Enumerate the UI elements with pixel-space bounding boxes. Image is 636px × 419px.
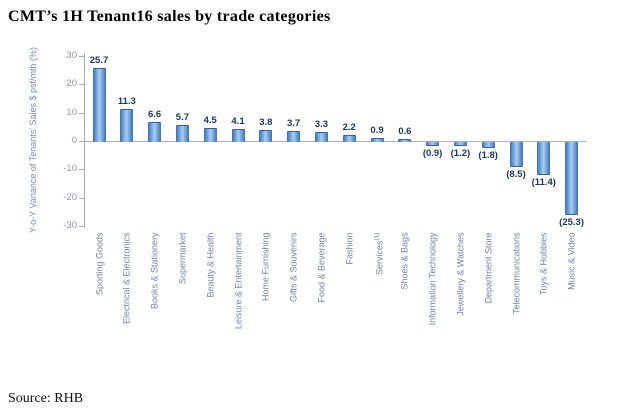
category-label-services: Services(1) xyxy=(373,232,384,275)
bar-value-label-music-video: (25.3) xyxy=(559,216,584,228)
category-label-food-beverage: Food & Beverage xyxy=(316,232,327,303)
bar-music-video xyxy=(565,142,579,215)
category-label-home-furnishing: Home Furnishing xyxy=(260,232,271,301)
category-label-telecommunications: Telecommunications xyxy=(511,232,521,314)
y-axis-tick xyxy=(79,84,84,86)
bar-information-technology xyxy=(426,142,440,146)
category-label-information-technology: Information Technology xyxy=(427,232,438,325)
bar-services xyxy=(370,138,384,142)
y-axis-tick xyxy=(79,56,84,58)
bar-supermarket xyxy=(175,124,189,142)
bar-toys-hobbies xyxy=(537,142,551,176)
category-label-beauty-health: Beauty & Health xyxy=(205,232,216,298)
y-axis-title: Y-o-Y Variance of Tenants' Sales $ psf/m… xyxy=(28,47,38,233)
bar-value-label-telecommunications: (8.5) xyxy=(506,169,526,181)
bar-value-label-home-furnishing: 3.8 xyxy=(259,117,273,129)
bar-electrical-electronics xyxy=(120,109,134,142)
category-label-jewellery-watches: Jewellery & Watches xyxy=(455,232,466,316)
bar-value-label-beauty-health: 4.5 xyxy=(203,115,217,127)
category-label-leisure-entertainment: Leisure & Entertainment xyxy=(233,232,243,329)
bar-fashion xyxy=(342,134,356,142)
bar-sporting-goods xyxy=(92,68,106,142)
y-axis-line xyxy=(84,54,85,227)
bar-gifts-souvenirs xyxy=(287,130,301,142)
bar-value-label-supermarket: 5.7 xyxy=(175,111,189,123)
bar-food-beverage xyxy=(314,131,328,142)
bar-value-label-electrical-electronics: 11.3 xyxy=(117,96,136,108)
bar-department-store xyxy=(481,142,495,149)
category-label-sporting-goods: Sporting Goods xyxy=(94,232,104,295)
y-axis-tick-label: 30 xyxy=(66,50,77,62)
bar-value-label-department-store: (1.8) xyxy=(478,150,498,162)
bar-value-label-information-technology: (0.9) xyxy=(422,147,443,159)
y-axis-tick xyxy=(79,112,84,114)
bar-jewellery-watches xyxy=(453,142,467,147)
bar-value-label-shoes-bags: 0.6 xyxy=(398,126,412,138)
bar-value-label-fashion: 2.2 xyxy=(342,121,356,133)
category-label-fashion: Fashion xyxy=(344,232,355,265)
y-axis-tick xyxy=(79,141,84,142)
category-label-music-video: Music & Video xyxy=(566,232,577,290)
bar-value-label-toys-hobbies: (11.4) xyxy=(531,177,556,189)
bar-value-label-sporting-goods: 25.7 xyxy=(89,55,109,67)
x-axis-zero-line xyxy=(84,141,586,142)
y-axis-tick xyxy=(79,197,84,199)
chart-title: CMT’s 1H Tenant16 sales by trade categor… xyxy=(8,8,331,25)
category-label-department-store: Department Store xyxy=(483,232,494,304)
bar-value-label-services: 0.9 xyxy=(370,125,384,137)
category-label-shoes-bags: Shoes & Bags xyxy=(399,232,410,290)
y-axis-tick-label: 20 xyxy=(66,78,77,90)
footnote-marker: (1) xyxy=(373,232,380,240)
bar-books-stationery xyxy=(148,122,162,142)
bar-value-label-food-beverage: 3.3 xyxy=(314,118,328,130)
y-axis-tick xyxy=(79,169,84,171)
bar-beauty-health xyxy=(203,128,217,142)
category-label-electrical-electronics: Electrical & Electronics xyxy=(121,232,132,324)
bar-value-label-leisure-entertainment: 4.1 xyxy=(231,116,245,128)
source-note: Source: RHB xyxy=(8,391,84,406)
bar-leisure-entertainment xyxy=(231,129,245,142)
bar-shoes-bags xyxy=(398,139,412,142)
bar-value-label-jewellery-watches: (1.2) xyxy=(450,148,471,160)
bar-home-furnishing xyxy=(259,130,273,142)
category-label-gifts-souvenirs: Gifts & Souvenirs xyxy=(288,232,299,302)
bar-value-label-gifts-souvenirs: 3.7 xyxy=(286,117,301,129)
category-label-books-stationery: Books & Stationery xyxy=(149,232,160,309)
y-axis-tick-label: -10 xyxy=(63,163,77,175)
y-axis-tick-label: 10 xyxy=(66,106,77,118)
category-label-toys-hobbies: Toys & Hobbies xyxy=(538,232,549,295)
bar-telecommunications xyxy=(509,142,523,168)
category-label-supermarket: Supermarket xyxy=(177,232,188,284)
y-axis-tick-label: -20 xyxy=(63,191,77,203)
bar-value-label-books-stationery: 6.6 xyxy=(147,109,162,121)
y-axis-tick xyxy=(79,225,84,227)
y-axis-tick-label: -30 xyxy=(63,219,77,231)
y-axis-tick-label: 0 xyxy=(71,135,77,146)
